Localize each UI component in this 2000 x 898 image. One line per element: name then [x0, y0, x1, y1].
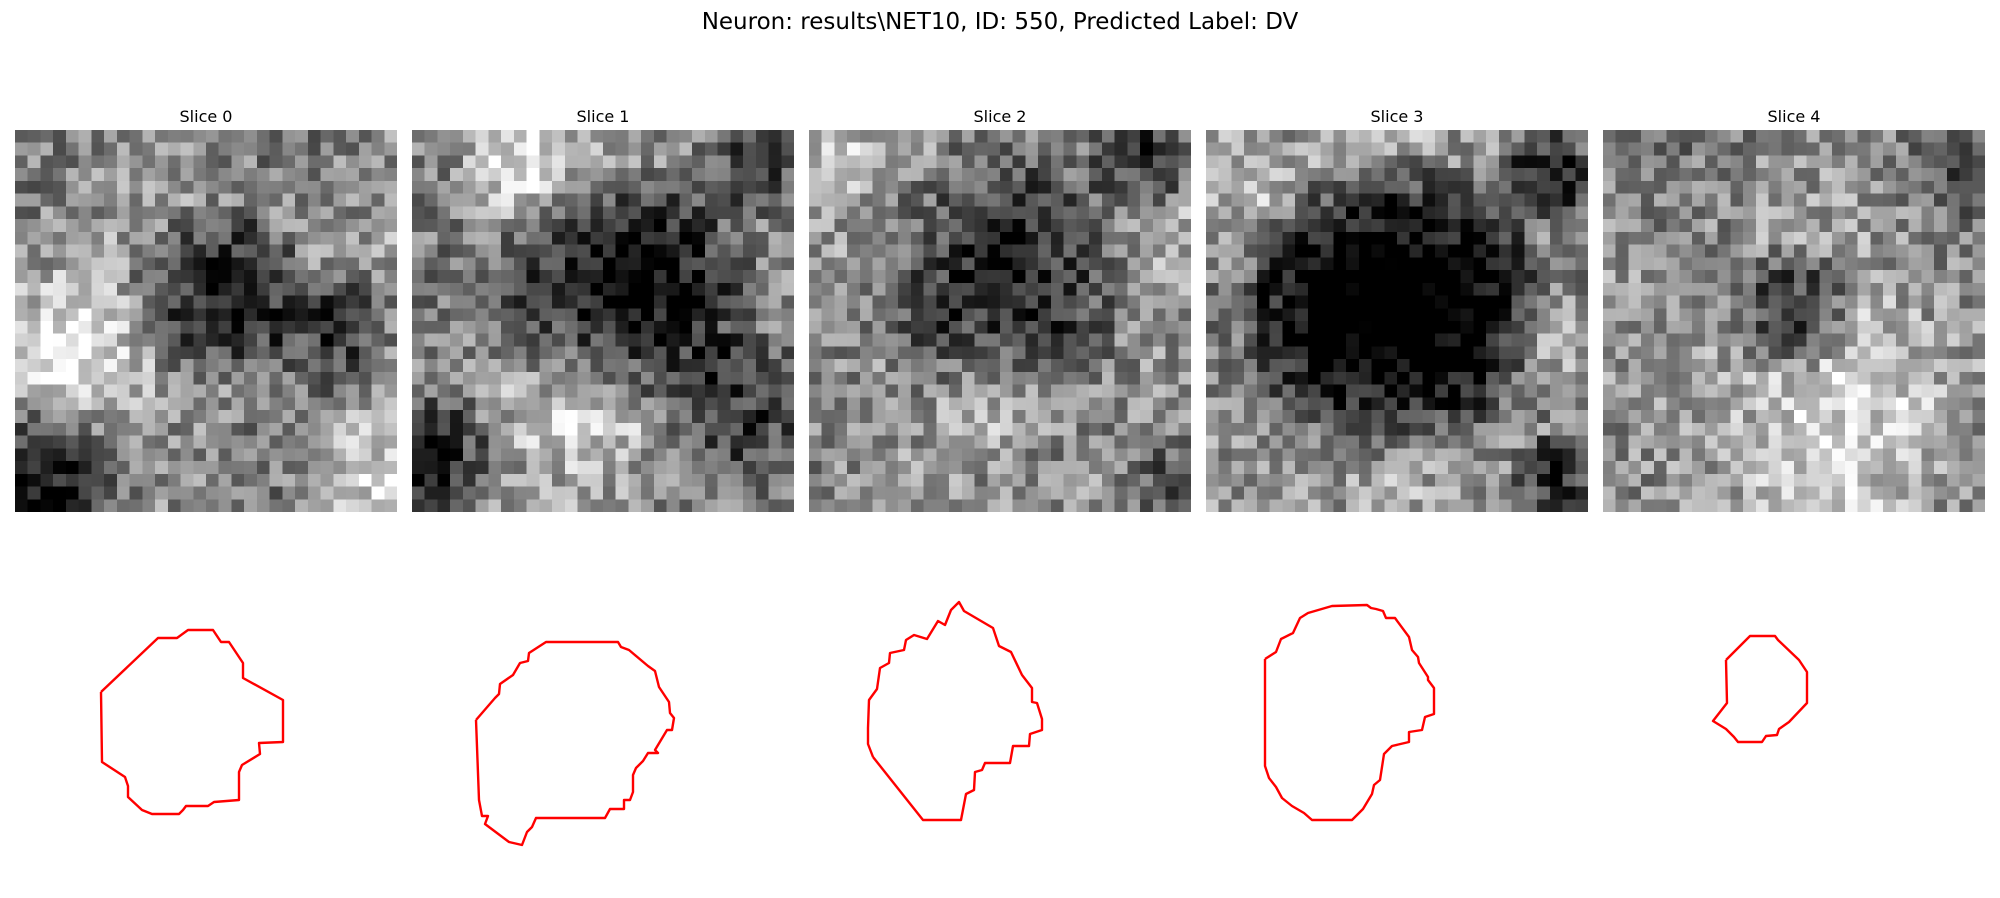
slice-panel-3: Slice 3 [1206, 104, 1588, 898]
slice-grayscale-image-2 [809, 130, 1191, 512]
slice-image-0 [15, 130, 397, 512]
slice-grayscale-image-4 [1603, 130, 1985, 512]
slice-panel-0: Slice 0 [15, 104, 397, 898]
slice-panel-2: Slice 2 [809, 104, 1191, 898]
slice-grayscale-image-3 [1206, 130, 1588, 512]
slice-image-4 [1603, 130, 1985, 512]
slice-grayscale-image-1 [412, 130, 794, 512]
slice-panel-4: Slice 4 [1603, 104, 1985, 898]
slice-title-2: Slice 2 [973, 107, 1027, 126]
contour-line-0 [99, 628, 285, 816]
slice-title-1: Slice 1 [576, 107, 630, 126]
contour-line-1 [474, 640, 676, 847]
slice-contour-overlay-4 [1711, 634, 1809, 744]
contour-line-4 [1711, 634, 1809, 744]
slice-title-0: Slice 0 [179, 107, 233, 126]
slice-contour-overlay-0 [99, 628, 285, 816]
contour-line-2 [866, 600, 1044, 822]
contour-line-3 [1263, 603, 1436, 822]
slice-panel-1: Slice 1 [412, 104, 794, 898]
slice-image-2 [809, 130, 1191, 512]
slice-contour-overlay-2 [866, 600, 1044, 822]
figure-title: Neuron: results\NET10, ID: 550, Predicte… [701, 9, 1299, 35]
slice-contour-overlay-3 [1263, 603, 1436, 822]
slice-image-1 [412, 130, 794, 512]
slice-title-3: Slice 3 [1370, 107, 1424, 126]
slice-grayscale-image-0 [15, 130, 397, 512]
slice-title-4: Slice 4 [1767, 107, 1821, 126]
slice-contour-overlay-1 [474, 640, 676, 847]
slice-image-3 [1206, 130, 1588, 512]
